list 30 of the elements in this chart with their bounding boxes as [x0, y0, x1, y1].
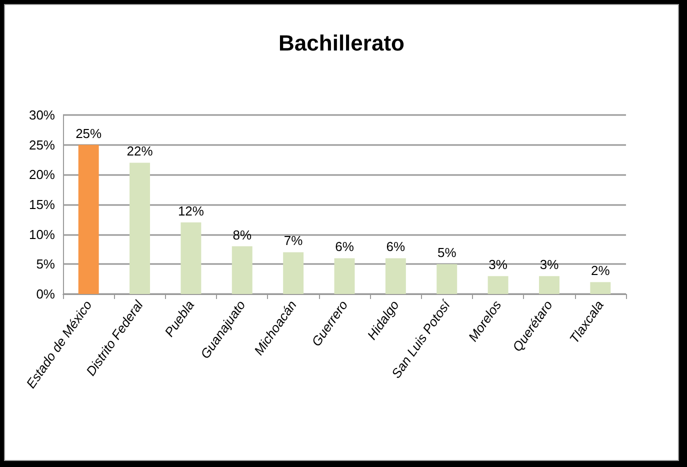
data-label: 3%: [540, 257, 560, 272]
data-label: 8%: [232, 227, 252, 242]
bar: [180, 222, 202, 294]
chart-title: Bachillerato: [278, 30, 404, 56]
data-label: 7%: [284, 233, 304, 248]
y-tick-label: 5%: [36, 256, 56, 272]
bar: [590, 282, 611, 294]
bar: [385, 258, 406, 294]
data-label: 5%: [437, 245, 457, 260]
bar: [130, 162, 150, 294]
bar: [232, 246, 252, 294]
bar: [78, 144, 99, 294]
y-tick-label: 20%: [28, 167, 56, 182]
data-label: 3%: [488, 257, 508, 272]
data-label: 2%: [591, 263, 610, 278]
y-tick-label: 30%: [28, 108, 56, 122]
y-tick-label: 25%: [28, 137, 56, 152]
bar: [538, 276, 560, 294]
y-tick-label: 0%: [36, 286, 56, 302]
data-label: 6%: [335, 239, 354, 254]
bar: [488, 276, 508, 294]
y-tick-label: 10%: [28, 226, 56, 242]
data-label: 25%: [76, 126, 102, 141]
data-label: 12%: [178, 203, 204, 218]
bar: [334, 258, 355, 294]
data-label: 22%: [126, 144, 154, 159]
bar: [436, 264, 458, 294]
data-label: 6%: [386, 239, 406, 254]
bar: [283, 252, 304, 294]
y-tick-label: 15%: [28, 197, 56, 212]
